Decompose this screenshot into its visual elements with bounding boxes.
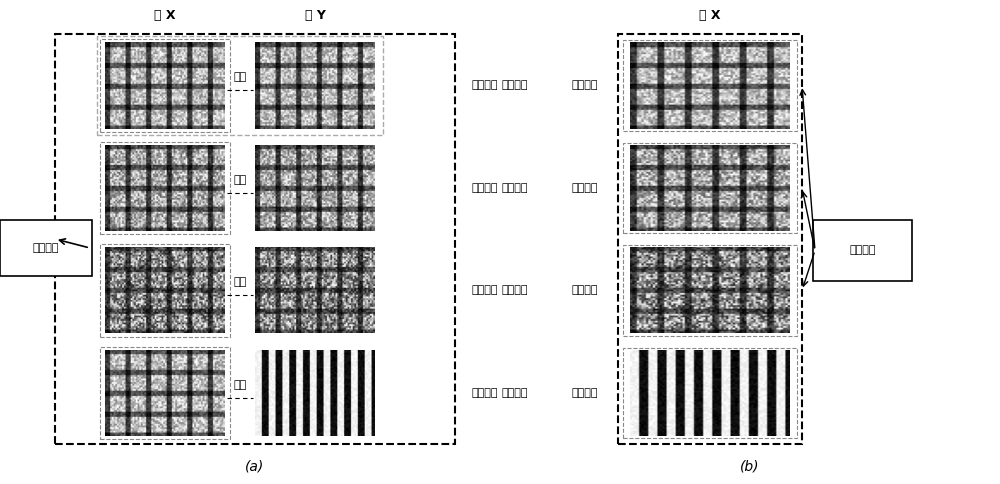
Text: 相关: 相关 bbox=[233, 277, 247, 287]
Text: 单源数据: 单源数据 bbox=[572, 183, 598, 193]
Text: 多源数据: 多源数据 bbox=[472, 285, 498, 295]
Text: 相关: 相关 bbox=[233, 175, 247, 185]
Text: 源内噪声: 源内噪声 bbox=[849, 245, 876, 256]
Text: 多源数据: 多源数据 bbox=[502, 80, 528, 90]
Text: 多源数据: 多源数据 bbox=[502, 183, 528, 193]
Text: 单源数据: 单源数据 bbox=[572, 388, 598, 398]
Text: 相关: 相关 bbox=[233, 72, 247, 82]
Text: 源 X: 源 X bbox=[699, 9, 721, 22]
Text: 多源数据: 多源数据 bbox=[472, 183, 498, 193]
Text: 源 X: 源 X bbox=[154, 9, 176, 22]
Text: 多源数据: 多源数据 bbox=[502, 285, 528, 295]
Text: 多源数据: 多源数据 bbox=[502, 388, 528, 398]
Text: 源 Y: 源 Y bbox=[305, 9, 325, 22]
Text: 多源数据: 多源数据 bbox=[472, 388, 498, 398]
Text: 单源数据: 单源数据 bbox=[572, 285, 598, 295]
Text: (b): (b) bbox=[740, 460, 760, 474]
FancyBboxPatch shape bbox=[813, 220, 912, 281]
Text: 相关: 相关 bbox=[233, 380, 247, 390]
Text: 单源数据: 单源数据 bbox=[572, 80, 598, 90]
Text: 源间噪声: 源间噪声 bbox=[33, 243, 59, 253]
Text: (a): (a) bbox=[245, 460, 265, 474]
FancyBboxPatch shape bbox=[0, 220, 92, 276]
Text: 多源数据: 多源数据 bbox=[472, 80, 498, 90]
